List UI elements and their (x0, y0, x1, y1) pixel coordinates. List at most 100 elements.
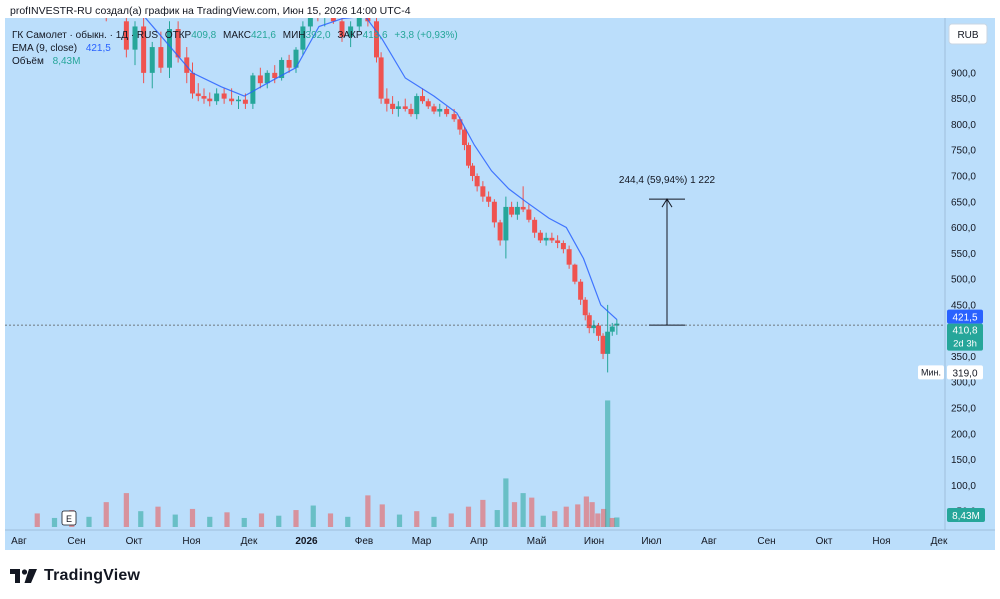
candle-body (595, 325, 601, 336)
candle (470, 163, 476, 182)
volume-bar (379, 504, 385, 527)
candle (444, 106, 450, 117)
min-marker: Мин. 319,0 (918, 365, 983, 380)
candle (293, 47, 299, 73)
candle-body (158, 47, 164, 68)
candle-body (279, 59, 285, 79)
price-chart[interactable]: ГК Самолет · обыкн. · 1Д · RUS ОТКР409,8… (0, 18, 1000, 553)
candle (526, 204, 532, 223)
candle (408, 103, 414, 117)
volume-bar (34, 513, 40, 527)
candle-body (572, 264, 578, 282)
time-tick-label: Окт (816, 536, 833, 547)
candle (158, 31, 164, 73)
candle-body (549, 237, 555, 241)
time-tick-label: Авг (11, 536, 27, 547)
volume-bar (552, 511, 558, 527)
candle (497, 219, 503, 246)
price-tick-label: 100,0 (951, 481, 976, 492)
candle-body (339, 21, 345, 37)
price-range-measure[interactable]: 244,4 (59,94%) 1 222 (619, 175, 716, 326)
candle (339, 18, 345, 42)
earnings-event-marker[interactable]: E (61, 510, 77, 526)
candle (491, 199, 497, 228)
price-tick-label: 750,0 (951, 146, 976, 157)
volume-bar (563, 506, 569, 527)
ema-badge-value: 421,5 (952, 313, 977, 324)
candle-body (532, 219, 538, 233)
candle-body (526, 209, 532, 220)
candle-body (461, 129, 467, 146)
price-tick-label: 450,0 (951, 300, 976, 311)
time-tick-label: Май (527, 536, 547, 547)
time-tick-label: Апр (470, 536, 488, 547)
candle (578, 279, 584, 305)
legend: ГК Самолет · обыкн. · 1Д · RUS ОТКР409,8… (12, 29, 458, 67)
candle-body (457, 119, 463, 130)
candle (149, 41, 155, 89)
candle (566, 245, 572, 269)
candle (591, 320, 597, 334)
candle-body (250, 75, 256, 104)
volume-bar (595, 513, 601, 527)
candle-body (414, 96, 420, 115)
candle (537, 230, 543, 244)
candle (286, 54, 292, 73)
price-tick-label: 600,0 (951, 223, 976, 234)
event-marker-label: E (66, 514, 72, 524)
volume-bar (605, 400, 611, 527)
price-tick-label: 700,0 (951, 171, 976, 182)
time-tick-label: Дек (931, 536, 948, 547)
candle (420, 88, 425, 104)
ema-badge: 421,5 (947, 309, 983, 324)
candle (201, 88, 207, 104)
volume-bar (207, 516, 213, 527)
candle-body (444, 108, 450, 115)
candle-body (520, 206, 526, 210)
candle-body (466, 145, 471, 166)
volume-bar (293, 510, 299, 527)
candle-body (420, 96, 425, 102)
volume-bar (465, 506, 472, 527)
price-tick-label: 250,0 (951, 404, 976, 415)
candle (586, 312, 592, 334)
candle-body (141, 26, 147, 73)
candle (431, 103, 437, 115)
candle (549, 232, 555, 244)
candle (264, 70, 270, 89)
candle (190, 62, 195, 99)
candle (486, 191, 492, 207)
price-tick-label: 800,0 (951, 120, 976, 131)
candle (425, 98, 431, 109)
candle (167, 21, 172, 79)
price-tick-label: 550,0 (951, 249, 976, 260)
candle-body (600, 335, 606, 354)
candle-body (395, 106, 401, 109)
currency-button[interactable]: RUB (948, 23, 988, 45)
candle-body (201, 96, 207, 99)
legend-volume-line: Объём 8,43M (12, 55, 80, 67)
candle-body (229, 98, 235, 102)
volume-bar (511, 502, 518, 527)
candle (543, 232, 549, 246)
candle-body (272, 72, 278, 79)
candle-body (167, 29, 172, 68)
volume-bar (310, 505, 316, 527)
volume-bar (614, 517, 620, 527)
volume-bar (480, 499, 486, 527)
candle-body (474, 175, 480, 187)
candle-body (555, 240, 561, 244)
candle (466, 142, 471, 169)
volume-bar (494, 510, 500, 527)
volume-bar (103, 502, 109, 527)
volume-bars (34, 400, 620, 527)
candle-body (451, 114, 457, 120)
candle-body (497, 222, 503, 241)
candle (414, 93, 420, 120)
candle (461, 126, 467, 151)
candle-body (330, 18, 336, 22)
candle (600, 333, 606, 360)
tradingview-logo[interactable]: TradingView (10, 566, 140, 586)
time-scale-background (5, 530, 995, 550)
candle-body (566, 249, 572, 265)
